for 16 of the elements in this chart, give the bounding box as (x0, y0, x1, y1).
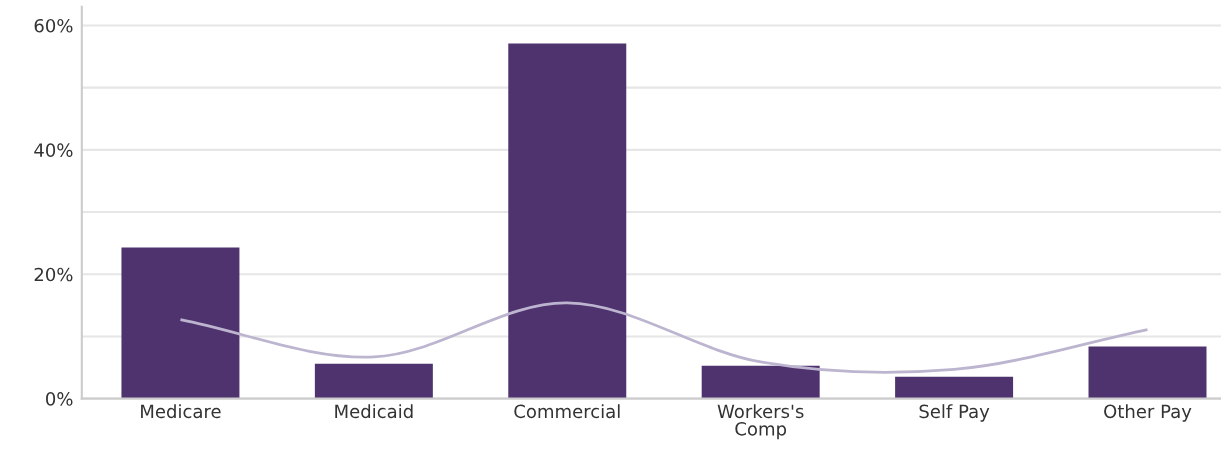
x-tick-label: Other Pay (1104, 404, 1192, 422)
x-tick-label: Medicaid (335, 404, 413, 419)
y-tick-label: 20% (34, 267, 73, 282)
bar (895, 376, 1014, 399)
y-tick-label: 40% (34, 143, 73, 157)
x-tick-label: Commercial (514, 404, 620, 419)
bar (121, 247, 240, 399)
y-tick-label: 60% (34, 18, 73, 33)
bar (314, 363, 433, 399)
x-tick-label: Workers's Comp (717, 404, 804, 440)
bar (1088, 346, 1207, 399)
x-tick-label: Self Pay (919, 404, 990, 422)
bar (701, 365, 820, 399)
y-tick-label: 0% (46, 392, 73, 406)
bar (508, 43, 627, 399)
x-tick-label: Medicare (141, 404, 221, 419)
